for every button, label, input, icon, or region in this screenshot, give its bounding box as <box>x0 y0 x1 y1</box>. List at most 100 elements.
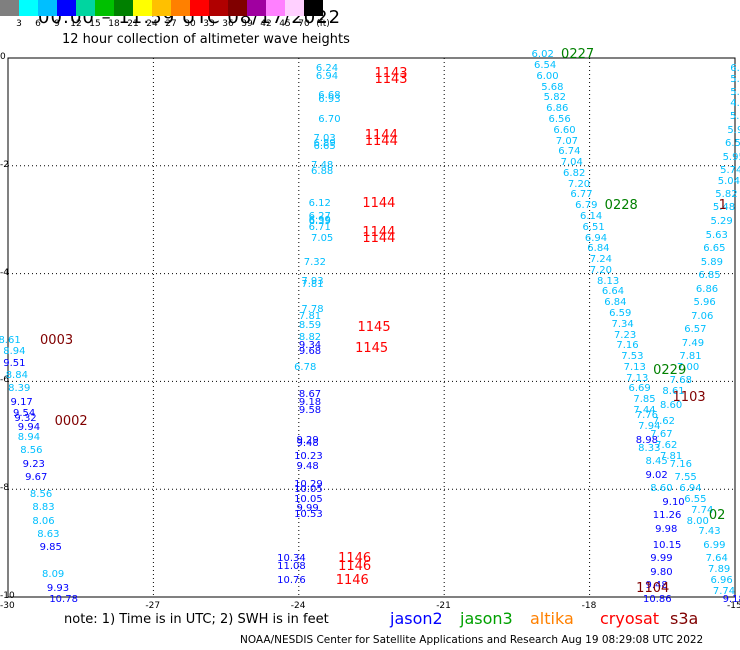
wave-height-value: 6.12 <box>308 197 331 209</box>
wave-height-value: 6.64 <box>601 286 625 298</box>
wave-height-value: 10.29 <box>294 478 323 490</box>
legend-label: 18 <box>108 19 120 29</box>
wave-height-value: 4.85 <box>730 97 740 109</box>
legend-label: 39 <box>241 19 253 29</box>
wave-height-value: 6.56 <box>548 113 571 125</box>
wave-height-value: 8.59 <box>298 320 322 332</box>
wave-height-value: 7.13 <box>626 372 649 384</box>
wave-height-value: 6.71 <box>308 221 331 233</box>
legend-label: (ft) <box>316 19 330 29</box>
legend-label: 70 <box>298 19 310 29</box>
wave-height-value: 10.53 <box>294 509 323 521</box>
wave-height-value: 6.24 <box>315 62 339 74</box>
wave-height-value: 9.23 <box>22 458 45 470</box>
legend-label: 27 <box>165 19 177 29</box>
legend-swatch <box>0 0 19 16</box>
wave-height-value: 9.48 <box>296 438 319 450</box>
wave-height-value: 9.48 <box>645 580 668 592</box>
wave-height-value: 7.07 <box>555 135 579 147</box>
wave-height-value: 6.74 <box>558 146 581 158</box>
wave-height-value: 7.68 <box>669 375 692 387</box>
plot-frame <box>7 57 736 598</box>
wave-height-value: 9.18 <box>298 396 322 408</box>
wave-height-value: 8.60 <box>650 483 673 495</box>
wave-height-value: 5.48 <box>712 201 736 213</box>
wave-height-value: 9.93 <box>46 582 70 594</box>
wave-height-value: 6.77 <box>570 189 593 201</box>
wave-height-value: 7.44 <box>633 405 656 417</box>
wave-height-value: 6.82 <box>563 167 586 179</box>
wave-height-value: 9.94 <box>17 422 41 434</box>
wave-height-value: 7.34 <box>611 318 634 330</box>
legend-swatch <box>19 0 38 16</box>
wave-height-value: 7.85 <box>633 394 656 406</box>
wave-height-value: 5.46 <box>730 73 740 85</box>
legend-label: 12 <box>70 19 82 29</box>
pass-time-label: 0003 <box>40 332 74 348</box>
wave-height-value: 8.67 <box>298 388 322 400</box>
legend-swatch <box>114 0 133 16</box>
legend-label: 3 <box>16 19 22 29</box>
wave-height-value: 7.05 <box>311 232 334 244</box>
wave-height-value: 8.61 <box>662 386 685 398</box>
wave-height-value: 6.65 <box>703 243 726 255</box>
wave-height-value: 7.16 <box>616 340 639 352</box>
wave-height-value: 6.84 <box>587 243 610 255</box>
pass-time-label: 0227 <box>561 47 595 63</box>
y-tick-label: -6 <box>0 375 9 386</box>
wave-height-value: 9.51 <box>3 358 26 370</box>
wave-height-value: 8.56 <box>29 488 53 500</box>
legend-label: 36 <box>222 19 234 29</box>
footer-credit: NOAA/NESDIS Center for Satellite Applica… <box>240 634 704 646</box>
wave-height-value: 10.78 <box>49 593 78 605</box>
wave-height-value: 7.64 <box>705 553 728 565</box>
wave-height-value: 7.93 <box>301 275 324 287</box>
wave-height-value: 10.05 <box>294 493 323 505</box>
wave-height-value: 6.99 <box>703 539 726 551</box>
pass-time-label: 1104 <box>636 580 670 596</box>
wave-height-value: 8.94 <box>17 431 41 443</box>
x-tick-label: -18 <box>581 601 597 611</box>
legend-label: 21 <box>127 19 139 29</box>
wave-height-value: 7.53 <box>621 351 644 363</box>
legend-swatch <box>304 0 323 16</box>
wave-height-value: 5.04 <box>717 175 740 187</box>
wave-height-value: 6.94 <box>679 483 702 495</box>
wave-height-value: 8.82 <box>298 332 322 344</box>
map-subtitle: 12 hour collection of altimeter wave hei… <box>62 32 350 47</box>
wave-height-value: 7.76 <box>635 410 659 422</box>
wave-height-value: 8.83 <box>32 502 55 514</box>
wave-height-value: 7.81 <box>679 351 702 363</box>
wave-height-value: 10.15 <box>652 539 682 551</box>
wave-height-value: 6.60 <box>553 124 576 136</box>
wave-height-value: 6.68 <box>318 89 341 101</box>
wave-height-value: 6.14 <box>580 211 603 222</box>
wave-height-value: 5.29 <box>710 216 733 228</box>
legend-swatch <box>95 0 114 16</box>
legend-swatch <box>38 0 57 16</box>
wave-height-value: 7.03 <box>313 132 336 144</box>
legend-swatch <box>285 0 304 16</box>
wave-height-value: 7.13 <box>623 361 646 373</box>
wave-height-value: 7.78 <box>301 303 324 315</box>
wave-height-value: 7.20 <box>567 178 591 190</box>
wave-height-value: 8.98 <box>635 434 659 446</box>
pass-time-label: 1146 <box>338 559 372 575</box>
x-tick-label: -24 <box>290 601 306 611</box>
legend-label: 9 <box>54 19 60 29</box>
wave-height-value: 10.34 <box>277 553 306 565</box>
x-tick-label: -21 <box>436 601 451 611</box>
satellite-name: jason3 <box>460 609 513 628</box>
wave-height-value: 6.99 <box>308 214 331 226</box>
satellite-name: jason2 <box>390 609 443 628</box>
wave-height-value: 6.94 <box>315 70 339 82</box>
wave-height-value: 10.76 <box>277 574 306 586</box>
satellite-name: altika <box>530 609 574 628</box>
wave-height-value: 7.89 <box>708 564 731 576</box>
wave-height-value: 8.94 <box>3 345 26 357</box>
pass-time-label: 1144 <box>362 230 396 246</box>
wave-height-value: 9.29 <box>296 434 319 446</box>
x-tick-label: -30 <box>0 601 15 611</box>
legend-label: 45 <box>279 19 291 29</box>
